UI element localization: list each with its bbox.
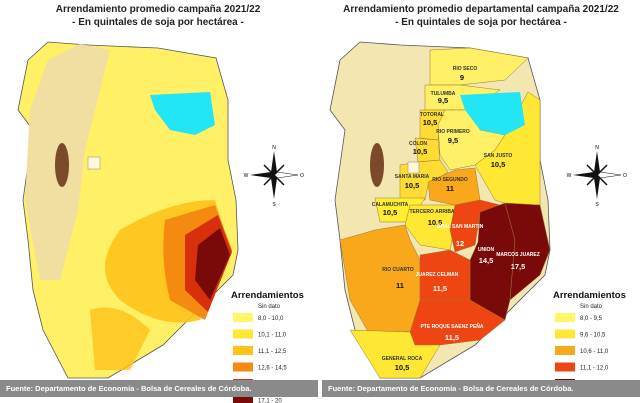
department-name: TOTORAL [420,112,444,118]
right-map: Arrendamiento promedio departamental cam… [329,4,627,388]
source-caption: Fuente: Departamento de Economía - Bolsa… [322,380,640,397]
legend-label: 8,0 - 9,5 [580,316,603,322]
right-subtitle: - En quintales de soja por hectárea - [395,17,567,28]
department-name: CALAMUCHITA [372,202,409,208]
department-name: MARCOS JUAREZ [496,252,540,258]
compass-rose: N S W O [567,145,627,208]
city-marker [87,156,101,170]
city-marker [407,161,420,174]
legend-swatch [233,313,253,322]
legend-swatch [233,329,253,339]
legend-label: 11,1 - 12,5 [258,349,287,355]
legend-label: 17,1 - 20 [258,399,282,403]
compass-e: O [300,173,304,179]
department-value: 11,5 [445,333,459,342]
department-value: 17,5 [511,262,526,271]
legend-label: 9,6 - 10,5 [580,333,606,339]
compass-w: W [244,173,249,179]
department-value: 11 [446,184,454,193]
legend: Arrendamientos Sin dato 8,0 - 9,5 9,6 - 1… [553,290,626,388]
department-value: 10,5 [491,160,506,169]
legend-label: 12,6 - 14,5 [258,366,287,372]
legend-swatch [555,362,575,372]
compass-s: S [272,202,276,208]
department-value: 10,5 [428,218,443,227]
legend-label: 10,1 - 11,0 [258,333,287,339]
department-value: 10,5 [395,363,410,372]
source-caption: Fuente: Departamento de Economía - Bolsa… [0,380,318,397]
department-value: 14,5 [479,256,494,265]
legend-swatch [233,395,253,403]
right-title: Arrendamiento promedio departamental cam… [343,4,619,15]
department-name: UNION [478,247,495,253]
zone-17-20 [195,228,230,300]
department-value: 10,5 [423,118,438,127]
legend-label: 8,0 - 10,0 [258,316,284,322]
dept-juarez-celman [419,249,471,301]
department-name: COLON [409,141,427,147]
department-value: 10,5 [413,147,428,156]
department-name: RIO SEGUNDO [432,177,468,183]
department-value: 11 [396,281,404,290]
mountain-peak [370,143,384,187]
legend-swatch [555,313,575,322]
legend-swatch [555,329,575,339]
legend-no-data: Sin dato [580,304,603,310]
department-value: 11,5 [433,284,447,293]
department-value: 9 [460,73,464,82]
dept-general-roca [349,329,441,379]
dept-gral-san-martin [449,199,501,253]
left-title: Arrendamiento promedio campaña 2021/22 [56,4,261,15]
lagoon [150,92,215,135]
legend-title: Arrendamientos [553,290,626,301]
legend-swatch [555,346,575,355]
left-map-panel: Arrendamiento promedio campaña 2021/22 -… [0,0,318,403]
department-name: TULUMBA [431,91,456,97]
left-subtitle: - En quintales de soja por hectárea - [72,17,244,28]
legend-label: 11,1 - 12,0 [580,366,609,372]
dept-marcos-juarez [504,202,551,301]
compass-rose: N S W O [244,145,304,208]
department-value: 9,5 [448,136,458,145]
department-name: RIO PRIMERO [436,129,470,135]
department-name: RIO CUARTO [382,267,414,273]
compass-s: S [595,202,599,208]
legend-label: 10,6 - 11,0 [580,349,609,355]
legend-swatch [233,362,253,372]
compass-e: O [623,173,627,179]
lagoon [460,92,525,135]
left-map: Arrendamiento promedio campaña 2021/22 -… [17,4,304,403]
department-name: TERCERO ARRIBA [409,209,454,215]
department-name: JUAREZ CELMAN [416,272,459,278]
right-map-panel: Arrendamiento promedio departamental cam… [322,0,640,403]
department-name: SANTA MARIA [395,174,430,180]
department-name: SAN JUSTO [484,153,513,159]
department-value: 10,5 [383,208,398,217]
zone-south-orange [90,307,150,370]
legend-swatch [233,346,253,355]
department-name: GRAL SAN MARTIN [437,224,484,230]
legend-no-data: Sin dato [258,304,281,310]
compass-n: N [272,145,276,151]
department-value: 9,5 [438,96,448,105]
department-value: 10,5 [405,181,420,190]
legend-title: Arrendamientos [231,290,304,301]
department-name: GENERAL ROCA [382,356,423,362]
compass-n: N [595,145,599,151]
department-value: 12 [456,239,464,248]
mountain-peak [55,143,69,187]
compass-w: W [567,173,572,179]
department-name: PTE ROQUE SAENZ PEÑA [420,323,483,330]
department-name: RIO SECO [453,66,478,72]
